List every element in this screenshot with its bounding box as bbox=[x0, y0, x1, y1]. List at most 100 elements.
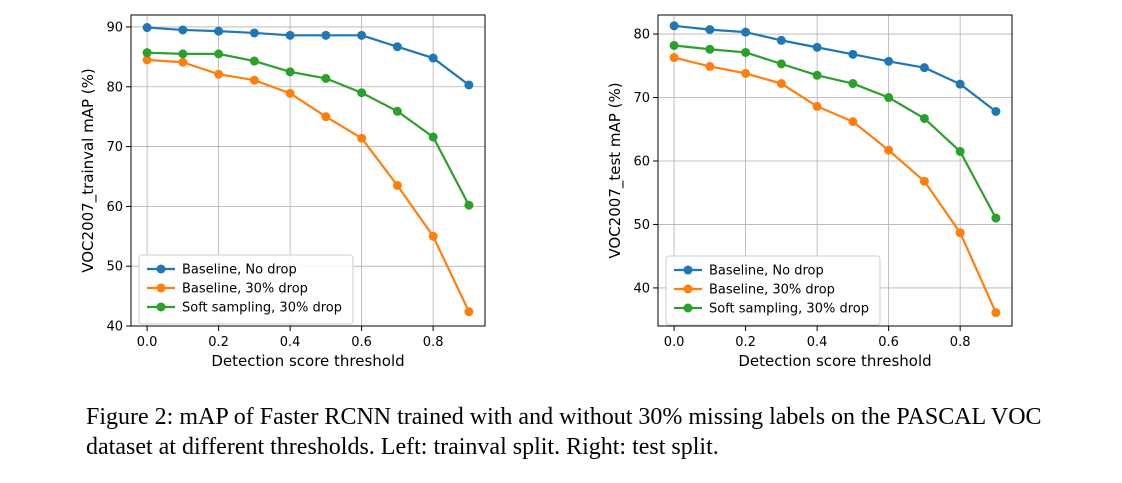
legend-swatch-marker bbox=[156, 302, 166, 312]
y-tick-label: 90 bbox=[106, 20, 123, 35]
x-tick-label: 0.0 bbox=[664, 335, 685, 350]
data-point bbox=[776, 59, 786, 69]
data-point bbox=[955, 146, 965, 156]
data-point bbox=[214, 69, 224, 79]
plot-frame bbox=[657, 14, 1013, 327]
legend-label: Baseline, 30% drop bbox=[709, 283, 835, 298]
data-point bbox=[178, 49, 188, 59]
data-point bbox=[464, 307, 474, 317]
data-point bbox=[357, 88, 367, 98]
series-line-3 bbox=[673, 44, 997, 219]
data-point bbox=[884, 93, 894, 103]
data-point bbox=[249, 75, 259, 85]
data-point bbox=[428, 231, 438, 241]
legend-swatch-marker bbox=[156, 264, 166, 274]
data-point bbox=[919, 113, 929, 123]
data-point bbox=[991, 106, 1001, 116]
data-point bbox=[812, 101, 822, 111]
chart-panel-1: 0.0 0.2 0.4 0.6 0.8 40 50 60 70 80 90 Detection sco… bbox=[79, 14, 486, 370]
data-point bbox=[285, 88, 295, 98]
data-point bbox=[812, 70, 822, 80]
x-tick-label: 0.6 bbox=[351, 335, 372, 350]
data-point bbox=[884, 145, 894, 155]
data-point bbox=[392, 180, 402, 190]
x-tick-label: 0.8 bbox=[950, 335, 971, 350]
data-point bbox=[142, 55, 152, 65]
data-point bbox=[705, 61, 715, 71]
data-point bbox=[919, 63, 929, 73]
chart-panel-2: 0.0 0.2 0.4 0.6 0.8 40 50 60 70 80 Detection score… bbox=[606, 14, 1013, 370]
y-tick-label: 70 bbox=[106, 140, 123, 155]
legend-label: Baseline, No drop bbox=[182, 263, 297, 278]
legend: Baseline, No drop Baseline, 30% drop Soft … bbox=[138, 254, 354, 325]
data-point bbox=[776, 79, 786, 89]
legend-label: Soft sampling, 30% drop bbox=[709, 302, 869, 317]
series-line-2 bbox=[673, 56, 997, 314]
data-point bbox=[321, 30, 331, 40]
data-point bbox=[321, 73, 331, 83]
series-line-3 bbox=[147, 51, 470, 206]
plot-frame bbox=[130, 14, 486, 327]
data-point bbox=[178, 25, 188, 35]
caption-line-2: dataset at different thresholds. Left: t… bbox=[86, 434, 719, 460]
data-point bbox=[214, 49, 224, 59]
figure: 0.0 0.2 0.4 0.6 0.8 40 50 60 70 80 90 Detection sco… bbox=[79, 14, 1013, 370]
data-point bbox=[249, 56, 259, 66]
data-point bbox=[249, 28, 259, 38]
x-tick-label: 0.2 bbox=[735, 335, 756, 350]
series-line-1 bbox=[147, 26, 470, 86]
data-point bbox=[705, 25, 715, 35]
data-point bbox=[357, 133, 367, 143]
caption-line-1: Figure 2: mAP of Faster RCNN trained wit… bbox=[86, 404, 1042, 430]
data-point bbox=[357, 30, 367, 40]
legend-swatch-marker bbox=[683, 284, 693, 294]
y-tick-label: 40 bbox=[106, 320, 123, 335]
data-point bbox=[428, 53, 438, 63]
y-tick-label: 50 bbox=[633, 218, 650, 233]
data-point bbox=[464, 80, 474, 90]
data-point bbox=[848, 49, 858, 59]
data-point bbox=[848, 79, 858, 89]
y-axis-label: VOC2007_trainval mAP (%) bbox=[79, 68, 98, 273]
series-line-1 bbox=[673, 24, 997, 113]
y-tick-label: 80 bbox=[633, 28, 650, 43]
data-point bbox=[955, 228, 965, 238]
data-point bbox=[214, 26, 224, 36]
figure-caption: Figure 2: mAP of Faster RCNN trained wit… bbox=[86, 402, 1096, 462]
x-tick-label: 0.2 bbox=[208, 335, 229, 350]
x-tick-label: 0.6 bbox=[878, 335, 899, 350]
y-tick-label: 50 bbox=[106, 260, 123, 275]
data-point bbox=[884, 56, 894, 66]
data-point bbox=[285, 30, 295, 40]
data-point bbox=[464, 200, 474, 210]
data-point bbox=[392, 42, 402, 52]
data-point bbox=[705, 44, 715, 54]
data-point bbox=[669, 40, 679, 50]
legend-swatch-marker bbox=[156, 283, 166, 293]
x-axis-label: Detection score threshold bbox=[738, 352, 931, 370]
data-point bbox=[142, 23, 152, 33]
legend-box bbox=[138, 254, 354, 325]
y-tick-label: 60 bbox=[106, 200, 123, 215]
x-tick-label: 0.8 bbox=[423, 335, 444, 350]
x-axis-label: Detection score threshold bbox=[211, 352, 404, 370]
y-tick-label: 80 bbox=[106, 80, 123, 95]
data-point bbox=[178, 57, 188, 67]
legend-box bbox=[665, 255, 881, 326]
y-axis-label: VOC2007_test mAP (%) bbox=[606, 82, 625, 258]
data-point bbox=[991, 213, 1001, 223]
data-point bbox=[428, 132, 438, 142]
legend-label: Soft sampling, 30% drop bbox=[182, 301, 342, 316]
data-point bbox=[321, 112, 331, 122]
data-point bbox=[741, 68, 751, 78]
data-point bbox=[991, 308, 1001, 318]
series-line-2 bbox=[147, 58, 470, 313]
data-point bbox=[669, 53, 679, 63]
y-tick-label: 60 bbox=[633, 154, 650, 169]
legend-swatch-marker bbox=[683, 265, 693, 275]
x-tick-label: 0.0 bbox=[137, 335, 158, 350]
data-point bbox=[741, 47, 751, 57]
legend: Baseline, No drop Baseline, 30% drop Soft … bbox=[665, 255, 881, 326]
data-point bbox=[392, 106, 402, 116]
legend-swatch-marker bbox=[683, 303, 693, 313]
